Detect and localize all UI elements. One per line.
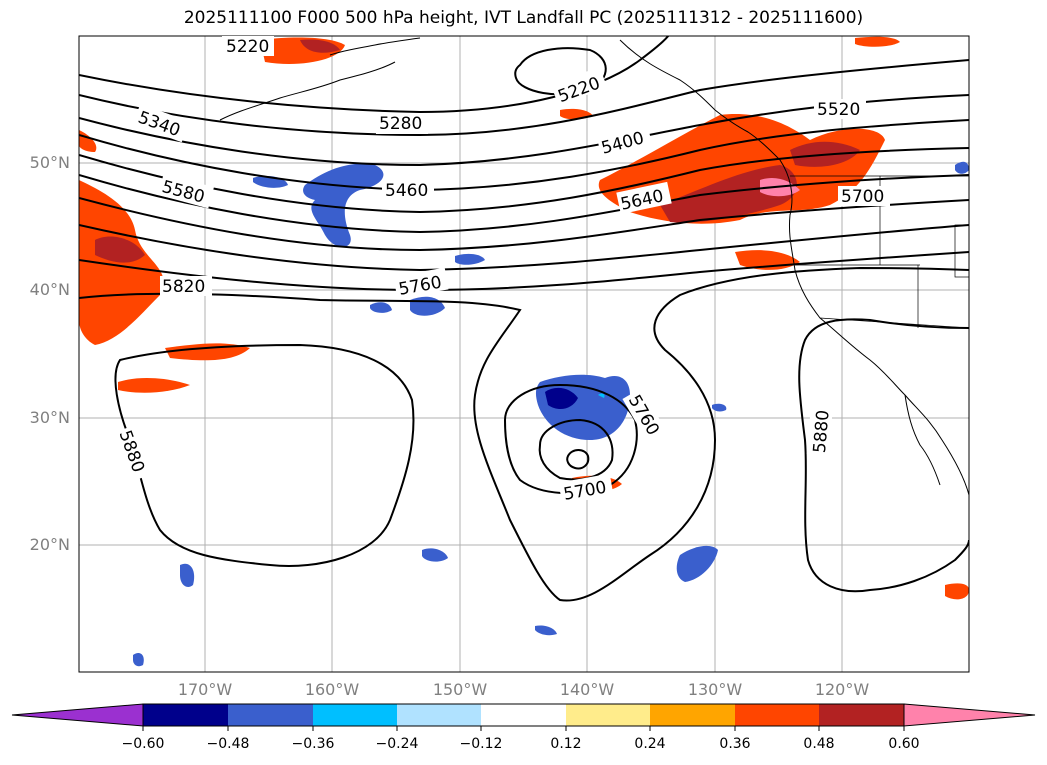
lat-label: 50°N (10, 153, 70, 172)
map-figure: 5220 5220 5340 5280 5400 5520 5460 5580 … (0, 0, 1047, 765)
colorbar-tick-label: 0.24 (634, 736, 665, 752)
lon-label: 140°W (560, 680, 614, 699)
colorbar-tick-label: −0.48 (207, 736, 250, 752)
colorbar-swatch (397, 704, 481, 726)
colorbar-tick-label: −0.36 (292, 736, 335, 752)
colorbar-tick-label: −0.60 (122, 736, 165, 752)
colorbar-swatch (819, 704, 904, 726)
colorbar (12, 704, 1035, 731)
colorbar-swatch (143, 704, 228, 726)
colorbar-swatch (650, 704, 735, 726)
colorbar-extend-low (12, 704, 143, 726)
lat-label: 30°N (10, 408, 70, 427)
lon-label: 170°W (178, 680, 232, 699)
colorbar-swatch (481, 704, 566, 726)
colorbar-tick-label: 0.60 (888, 736, 919, 752)
contour-label: 5880 (810, 409, 834, 454)
lon-label: 120°W (815, 680, 869, 699)
colorbar-swatch (228, 704, 313, 726)
colorbar-swatch (566, 704, 650, 726)
lat-label: 40°N (10, 280, 70, 299)
colorbar-tick-label: 0.36 (719, 736, 750, 752)
contour-label: 5220 (226, 37, 269, 57)
contour-label: 5460 (385, 181, 428, 201)
colorbar-tick-label: −0.24 (376, 736, 419, 752)
lon-label: 130°W (688, 680, 742, 699)
colorbar-tick-label: 0.12 (550, 736, 581, 752)
colorbar-swatch (313, 704, 397, 726)
colorbar-tick-label: −0.12 (460, 736, 503, 752)
contour-label: 5280 (379, 114, 422, 134)
lon-label: 150°W (433, 680, 487, 699)
colorbar-tick-label: 0.48 (803, 736, 834, 752)
colorbar-swatch (735, 704, 819, 726)
lon-label: 160°W (305, 680, 359, 699)
lat-label: 20°N (10, 535, 70, 554)
contour-label: 5700 (841, 187, 884, 207)
contour-label: 5520 (817, 100, 860, 120)
contour-label: 5820 (162, 277, 205, 297)
colorbar-extend-high (904, 704, 1035, 726)
